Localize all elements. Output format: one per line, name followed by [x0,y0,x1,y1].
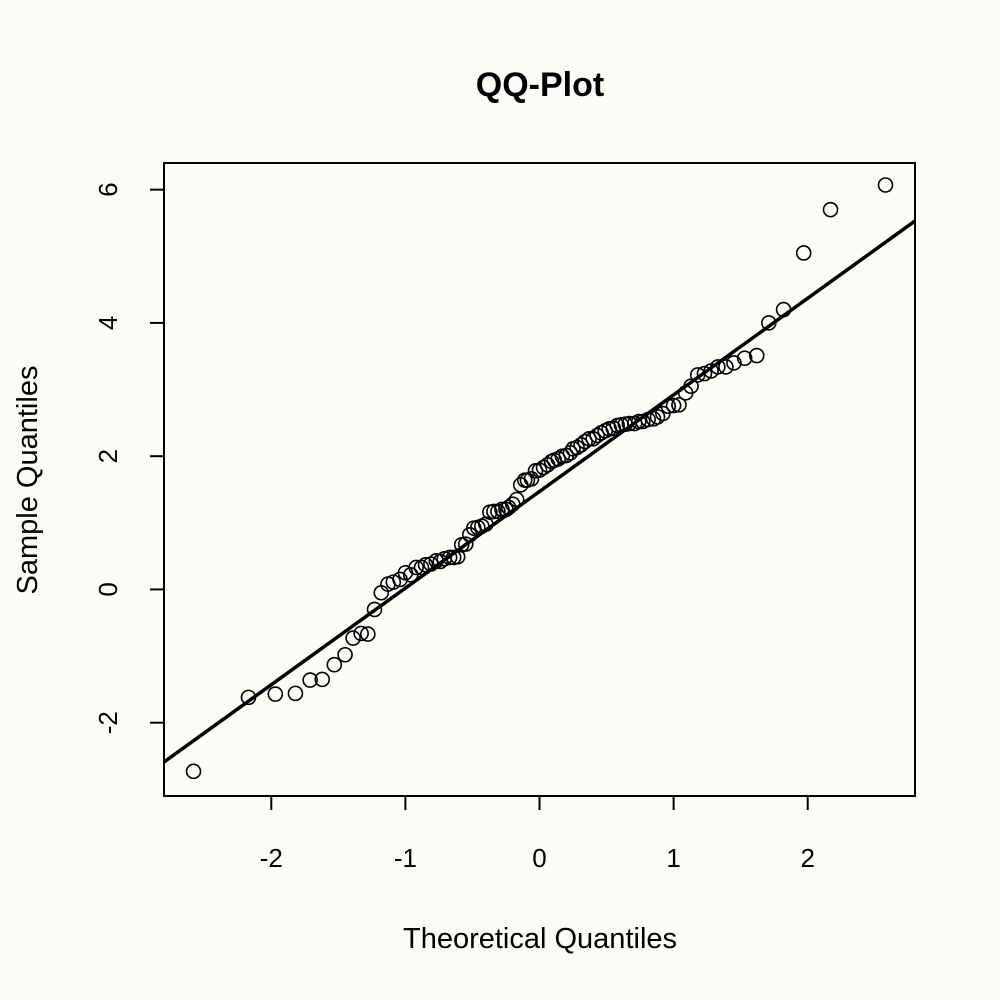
y-tick-label: 0 [93,582,123,596]
data-point [302,672,318,688]
y-tick-label: 4 [93,316,123,330]
x-axis-title: Theoretical Quantiles [403,923,677,955]
data-point [640,411,656,428]
data-point [585,431,601,447]
data-point [287,685,304,702]
data-point [589,427,605,444]
data-point [535,459,552,476]
x-tick-label: 2 [800,843,814,873]
data-point [413,559,430,576]
data-point [441,549,458,566]
data-point [486,503,502,520]
y-axis-title: Sample Quantiles [12,366,44,595]
data-point [569,439,585,456]
data-point [736,350,753,367]
data-point [795,245,812,261]
data-point [326,656,343,673]
x-tick-label: 0 [532,843,546,873]
data-point [385,574,402,590]
data-point [748,347,765,364]
data-point [822,201,839,218]
x-axis: -2 -1 0 1 2 [260,796,815,873]
data-point [761,315,777,331]
y-tick-label: 2 [93,449,123,463]
data-point [353,625,369,642]
data-point [726,355,742,371]
data-point [500,499,517,516]
y-tick-label: 6 [93,182,123,196]
data-point [345,630,361,646]
data-point [710,359,726,375]
data-point [185,763,202,780]
data-point [660,398,677,415]
data-point [504,496,521,512]
x-tick-label: 1 [666,843,680,873]
data-point [337,646,353,663]
data-point [508,491,525,508]
data-point [360,626,376,642]
data-point [665,397,682,414]
data-point [718,359,734,375]
data-point [267,686,284,702]
data-point [581,431,597,447]
data-point [671,397,687,413]
data-point [408,559,424,576]
data-point [775,301,792,318]
data-point [417,556,434,573]
data-point [314,671,331,688]
data-point [523,471,540,487]
data-point [630,413,647,430]
data-point [573,437,589,453]
plot-content [164,177,915,780]
y-tick-label: -2 [93,711,123,734]
data-point [531,462,548,478]
y-axis: -2 0 2 4 6 [93,182,164,734]
data-point [240,689,257,706]
x-tick-label: -1 [394,843,417,873]
data-point [457,536,474,552]
data-point [877,177,894,193]
data-point [366,601,383,618]
chart-title: QQ-Plot [476,66,604,104]
data-point [550,451,567,467]
data-point [696,365,713,382]
x-tick-label: -2 [260,843,283,873]
data-point [683,378,699,395]
data-point [577,433,593,450]
